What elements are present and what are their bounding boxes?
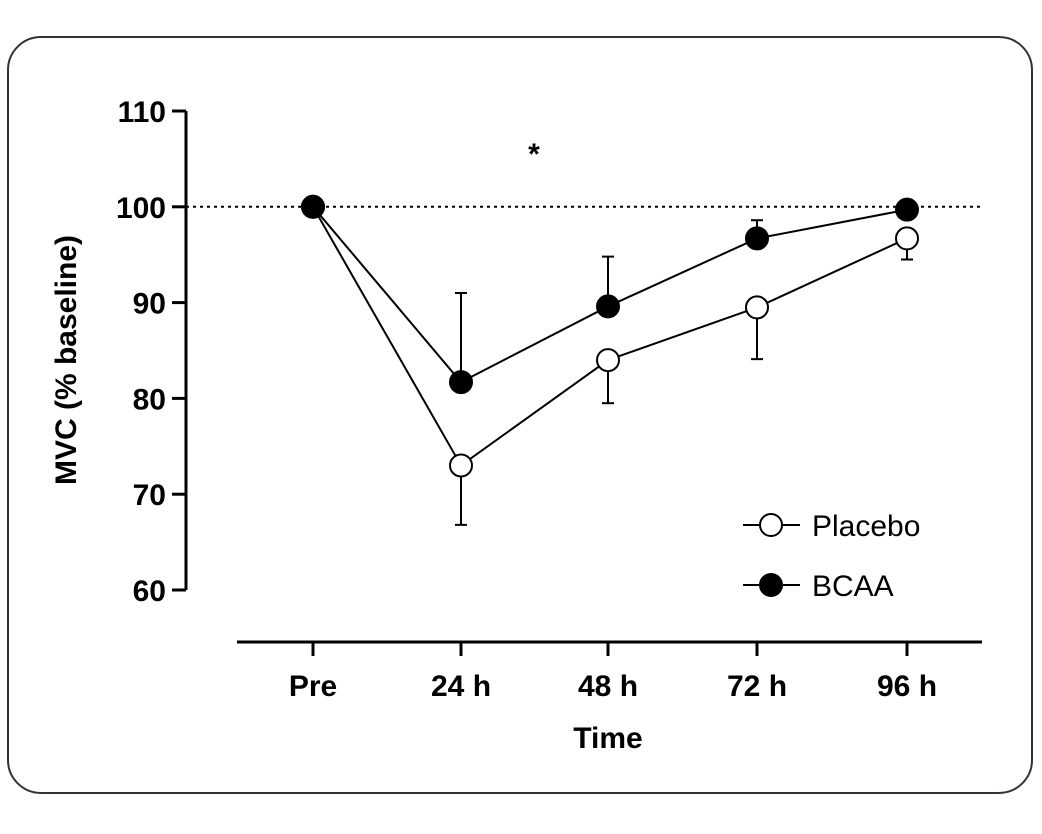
y-tick-label: 100 [116,192,166,225]
data-point-bcaa [745,226,769,251]
x-tick-label: Pre [289,670,337,703]
series-line-placebo [312,206,908,467]
data-point-placebo [895,226,919,251]
y-tick-label: 110 [118,96,166,129]
y-axis-title: MVC (% baseline) [50,235,83,485]
x-tick-label: 48 h [578,670,638,703]
x-tick-label: 24 h [431,670,491,703]
series-bcaa [301,194,919,395]
y-tick-label: 60 [133,575,166,608]
legend-label-placebo: Placebo [812,510,920,543]
series-group [301,194,919,526]
data-point-placebo [745,295,769,320]
significance-annotation: * [528,138,540,171]
legend-marker-placebo [759,513,783,537]
x-tick-label: 72 h [727,670,787,703]
y-tick-label: 90 [133,288,166,321]
data-point-bcaa [301,194,325,219]
series-placebo [301,194,919,526]
data-point-bcaa [449,370,473,395]
x-tick-label: 96 h [877,670,937,703]
chart-frame [7,36,1033,794]
data-point-placebo [596,348,620,373]
y-tick-label: 80 [133,383,166,416]
axes-group: 60 70 80 90 100 110 Pre 24 h 48 h 72 h 96 h [116,96,982,703]
legend: Placebo BCAA [743,510,920,603]
data-point-placebo [449,453,473,478]
data-point-bcaa [895,197,919,222]
legend-label-bcaa: BCAA [812,570,894,603]
data-point-bcaa [596,294,620,319]
x-axis-title: Time [573,722,642,755]
y-tick-label: 70 [133,479,166,512]
legend-marker-bcaa [759,573,783,597]
